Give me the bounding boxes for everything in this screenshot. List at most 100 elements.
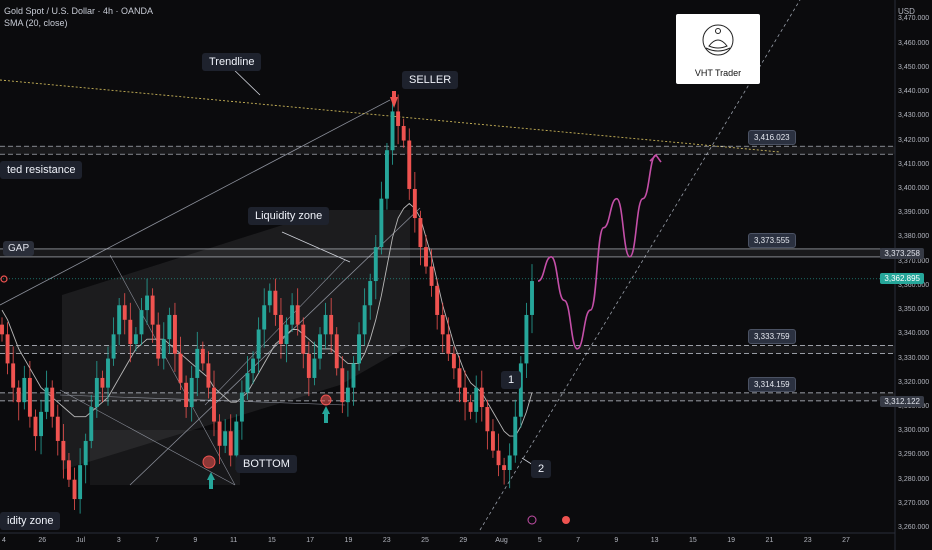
channel-lower-line	[129, 207, 421, 486]
candle-body	[212, 387, 216, 422]
symbol-title: Gold Spot / U.S. Dollar · 4h · OANDA	[4, 6, 154, 16]
candle-body	[245, 373, 250, 393]
candle	[390, 99, 395, 165]
price-tick: 3,370.000	[898, 257, 930, 265]
candle-body	[172, 314, 177, 354]
support-arrow-stem	[324, 414, 328, 423]
candle	[267, 283, 272, 313]
candle-body	[485, 407, 490, 432]
candle-body	[451, 353, 456, 369]
level-price-box: 3,416.023	[748, 130, 796, 146]
candle	[507, 443, 512, 489]
candle-body	[83, 440, 88, 466]
candle-body	[384, 150, 389, 199]
candle	[468, 394, 473, 420]
candle-body	[61, 440, 66, 461]
candle	[172, 302, 177, 372]
candle-body	[5, 334, 10, 364]
candle	[200, 341, 205, 371]
level-zone-fill	[0, 146, 895, 155]
candle-body	[223, 431, 228, 446]
flag-icon[interactable]	[562, 516, 570, 524]
candle	[145, 278, 150, 325]
event-icon[interactable]	[527, 515, 537, 525]
time-tick: 21	[765, 537, 774, 544]
candle	[217, 414, 222, 464]
time-tick: 5	[537, 537, 542, 544]
candle-body	[256, 329, 261, 359]
lotus-icon	[702, 24, 734, 56]
time-tick: 23	[382, 537, 391, 544]
candle	[161, 322, 166, 370]
candle	[345, 370, 350, 417]
candle-body	[429, 266, 434, 286]
projection-curve	[537, 154, 657, 350]
candle-body	[418, 218, 423, 248]
candle	[446, 317, 451, 361]
price-tick: 3,260.000	[898, 524, 930, 532]
time-tick: 7	[576, 537, 581, 544]
candle-body	[290, 305, 295, 325]
trendline	[0, 79, 781, 153]
candle	[117, 297, 122, 346]
candle	[351, 356, 356, 406]
liquidity-zone-bottom-label: idity zone	[0, 512, 61, 530]
candle-body	[468, 402, 473, 412]
time-tick: 3	[116, 537, 121, 544]
candle-body	[267, 290, 272, 306]
gap-marker	[0, 275, 8, 283]
level-zone	[0, 392, 895, 402]
candle-body	[496, 450, 501, 466]
price-tick: 3,410.000	[898, 160, 930, 168]
candle	[22, 365, 27, 410]
price-tick: 3,420.000	[898, 136, 930, 144]
candles-group	[0, 94, 534, 514]
price-tick: 3,460.000	[898, 39, 930, 47]
candle-body	[161, 339, 166, 359]
candle-body	[117, 305, 122, 335]
candle-body	[78, 465, 83, 500]
candle	[295, 288, 300, 336]
candle	[33, 409, 38, 451]
candle	[502, 457, 507, 485]
candle-body	[295, 305, 300, 325]
candle-body	[217, 421, 222, 446]
candle-body	[379, 198, 384, 248]
candle	[44, 370, 49, 420]
candle-body	[189, 377, 194, 408]
candle-body	[128, 319, 133, 345]
price-tick: 3,470.000	[898, 15, 930, 23]
time-tick: 11	[229, 537, 238, 544]
candle	[424, 235, 428, 274]
candle-body	[234, 421, 239, 456]
candle	[429, 249, 434, 297]
candle	[16, 380, 21, 421]
channel-cross-line-2	[59, 389, 236, 486]
candle	[396, 94, 401, 145]
candle-body	[396, 111, 401, 126]
indicator-title: SMA (20, close)	[4, 18, 68, 28]
level-zone-fill	[0, 248, 895, 257]
time-tick: 15	[689, 537, 697, 544]
candle-body	[156, 324, 161, 359]
bottom-label: BOTTOM	[236, 455, 297, 473]
candle-body	[206, 363, 211, 388]
price-tick: 3,280.000	[898, 475, 930, 483]
candle	[11, 346, 16, 403]
candle	[524, 302, 529, 378]
candle	[496, 433, 501, 477]
price-tick: 3,450.000	[898, 63, 930, 71]
candle-body	[251, 358, 256, 374]
candle	[451, 346, 456, 380]
candle	[189, 365, 194, 422]
price-tick: 3,300.000	[898, 427, 930, 435]
candle	[530, 264, 534, 334]
candle-body	[424, 247, 428, 267]
candle-body	[145, 295, 150, 311]
higher-low-marker	[320, 394, 332, 406]
candle-body	[318, 334, 322, 359]
price-tick: 3,330.000	[898, 354, 930, 362]
bottom-zone-shade	[90, 430, 240, 485]
logo-text: VHT Trader	[694, 68, 742, 78]
